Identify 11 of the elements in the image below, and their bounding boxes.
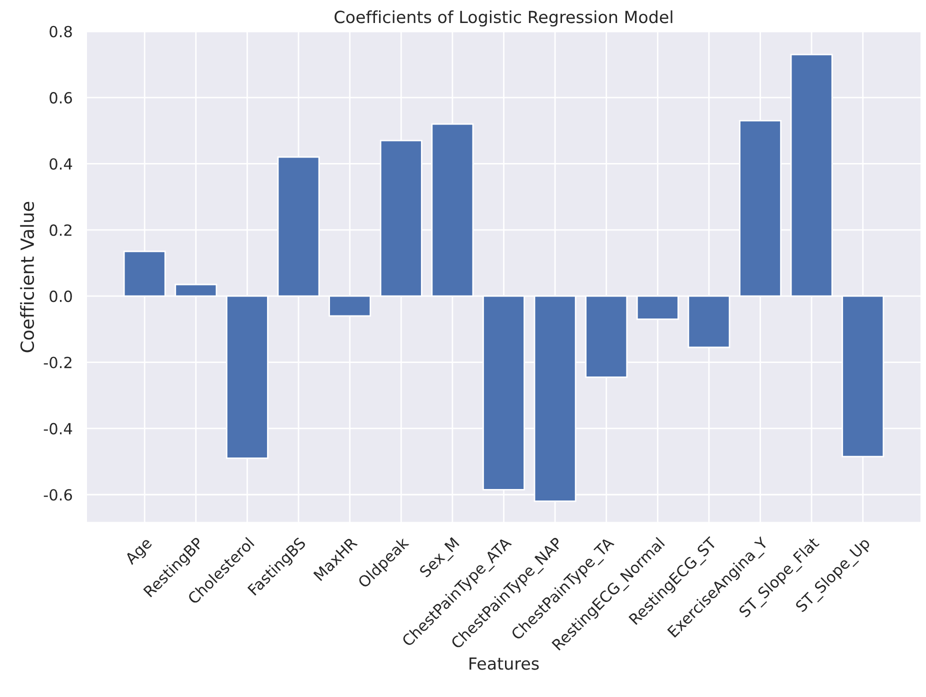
y-tick-label: -0.4 [44, 422, 72, 434]
x-axis-title: Features [470, 657, 539, 670]
y-axis-title: Coefficient Value [20, 202, 34, 352]
chart-title: Coefficients of Logistic Regression Model [334, 10, 672, 26]
y-tick-label: 0.6 [50, 92, 72, 104]
y-tick-label: 0.8 [50, 26, 72, 38]
y-tick-label: 0.4 [50, 158, 72, 170]
y-tick-label: -0.2 [44, 356, 72, 368]
y-tick-label: 0.2 [50, 224, 72, 236]
y-tick-label: 0.0 [50, 290, 72, 302]
y-tick-label: -0.6 [44, 489, 72, 501]
